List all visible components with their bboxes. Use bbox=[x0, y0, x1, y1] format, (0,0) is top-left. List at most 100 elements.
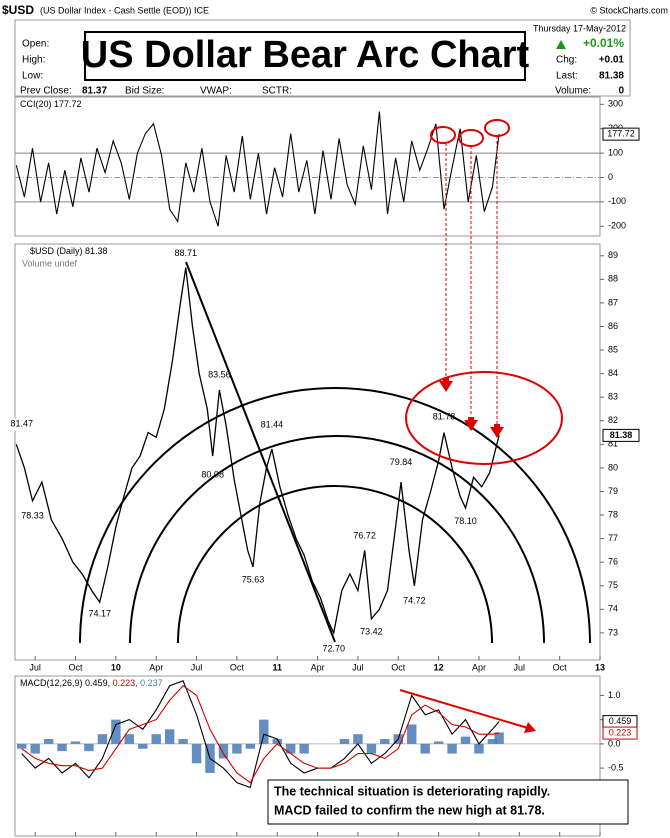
annotation: 81.44 bbox=[261, 419, 284, 429]
annotation: 83.56 bbox=[208, 369, 231, 379]
y-tick-label: 73 bbox=[608, 627, 618, 637]
value-tag-label: 0.223 bbox=[609, 727, 632, 737]
y-tick-label: 0.0 bbox=[608, 738, 621, 748]
histogram-bar bbox=[151, 734, 161, 744]
x-tick-label: Jul bbox=[29, 662, 41, 672]
sctr-label: SCTR: bbox=[262, 86, 292, 97]
y-tick-label: -200 bbox=[608, 221, 626, 231]
y-tick-label: 86 bbox=[608, 321, 618, 331]
vwap-label: VWAP: bbox=[200, 86, 232, 97]
legend: MACD(12,26,9) 0.459, 0.223, 0.237 bbox=[20, 678, 163, 688]
x-tick-label: Oct bbox=[69, 662, 84, 672]
annotation: 75.63 bbox=[242, 574, 265, 584]
arrow bbox=[524, 722, 536, 733]
x-tick-label: 10 bbox=[111, 662, 121, 672]
annotation: 78.10 bbox=[454, 516, 477, 526]
annotation-bg bbox=[357, 625, 386, 638]
y-tick-label: 87 bbox=[608, 297, 618, 307]
histogram-bar bbox=[447, 743, 457, 754]
histogram-bar bbox=[259, 719, 269, 744]
histogram-bar bbox=[285, 743, 296, 754]
arcs bbox=[79, 261, 591, 644]
volume-label: Volume: bbox=[555, 86, 591, 97]
legend-entry: 0.459, bbox=[85, 678, 110, 688]
value-tag-label: 177.72 bbox=[607, 129, 635, 139]
y-tick-label: 77 bbox=[608, 533, 618, 543]
volume: 0 bbox=[618, 86, 624, 97]
y-tick-label: 85 bbox=[608, 344, 618, 354]
series-line bbox=[15, 267, 500, 636]
high-label: High: bbox=[22, 55, 45, 66]
y-tick-label: 76 bbox=[608, 557, 618, 567]
legend-entry: 177.72 bbox=[54, 99, 82, 109]
y-tick-label: 78 bbox=[608, 509, 618, 519]
histogram-bar bbox=[70, 741, 81, 744]
x-tick-label: Apr bbox=[472, 662, 486, 672]
histogram-bar bbox=[299, 743, 309, 754]
annotation-bg bbox=[171, 247, 200, 260]
histogram-bar bbox=[43, 739, 54, 744]
value-tag-label: 81.38 bbox=[610, 430, 633, 440]
x-tick-label: Jul bbox=[352, 662, 364, 672]
annotation: 73.42 bbox=[360, 626, 383, 636]
histogram-bar bbox=[474, 743, 484, 754]
annotation-bg bbox=[430, 410, 458, 423]
x-tick-label: Jul bbox=[514, 662, 526, 672]
annotation-bg bbox=[18, 510, 47, 523]
series-line bbox=[21, 684, 500, 784]
annotation: 76.72 bbox=[353, 531, 376, 541]
y-tick-label: 82 bbox=[608, 415, 618, 425]
value-tag bbox=[602, 127, 640, 141]
histogram-bar bbox=[245, 743, 256, 749]
annotation-bg bbox=[257, 418, 286, 431]
macd-panel bbox=[14, 675, 601, 837]
x-tick-label: Oct bbox=[230, 662, 245, 672]
middle-arc bbox=[129, 435, 545, 644]
histogram-bar bbox=[494, 732, 504, 744]
histogram-bar bbox=[97, 734, 108, 744]
legend-entry: 0.223, bbox=[113, 678, 138, 688]
series-line bbox=[15, 111, 500, 227]
histogram-bar bbox=[178, 739, 188, 744]
y-tick-label: 300 bbox=[608, 99, 623, 109]
histogram-bar bbox=[339, 739, 350, 744]
histogram-bar bbox=[433, 741, 444, 744]
y-tick-label: 89 bbox=[608, 250, 618, 260]
chg-label: Chg: bbox=[556, 55, 577, 66]
annotation-bg bbox=[350, 530, 379, 543]
value-tag bbox=[602, 428, 640, 442]
histogram-bar bbox=[487, 739, 498, 744]
y-tick-label: -0.5 bbox=[608, 762, 624, 772]
y-tick-label: 88 bbox=[608, 274, 618, 284]
x-tick-label: Jul bbox=[191, 662, 203, 672]
annotation-bg bbox=[7, 418, 36, 431]
y-tick-label: 79 bbox=[608, 486, 618, 496]
histogram-bar bbox=[111, 719, 121, 744]
note-box bbox=[267, 779, 629, 825]
y-tick-label: 0 bbox=[608, 172, 613, 182]
open-label: Open: bbox=[22, 39, 49, 50]
arrow bbox=[439, 378, 453, 392]
note-line: The technical situation is deteriorating… bbox=[274, 784, 550, 798]
histogram-bar bbox=[191, 743, 202, 764]
prev-close-label: Prev Close: bbox=[20, 86, 72, 97]
annotation-bg bbox=[85, 608, 114, 621]
annotation-bg bbox=[451, 515, 480, 528]
arrow bbox=[490, 424, 504, 438]
outer-arc bbox=[79, 387, 591, 644]
histogram-bar bbox=[138, 743, 148, 749]
last: 81.38 bbox=[599, 71, 624, 82]
histogram-bar bbox=[218, 743, 229, 759]
histogram-bar bbox=[164, 729, 175, 744]
x-tick-label: Apr bbox=[311, 662, 325, 672]
annotation: 78.33 bbox=[21, 511, 44, 521]
inner-arc bbox=[177, 485, 493, 644]
y-tick-label: 75 bbox=[608, 580, 618, 590]
price-panel bbox=[14, 243, 601, 661]
x-tick-label: 12 bbox=[434, 662, 444, 672]
last-label: Last: bbox=[556, 71, 578, 82]
highlights bbox=[399, 119, 563, 729]
note-line: MACD failed to confirm the new high at 8… bbox=[274, 803, 545, 817]
